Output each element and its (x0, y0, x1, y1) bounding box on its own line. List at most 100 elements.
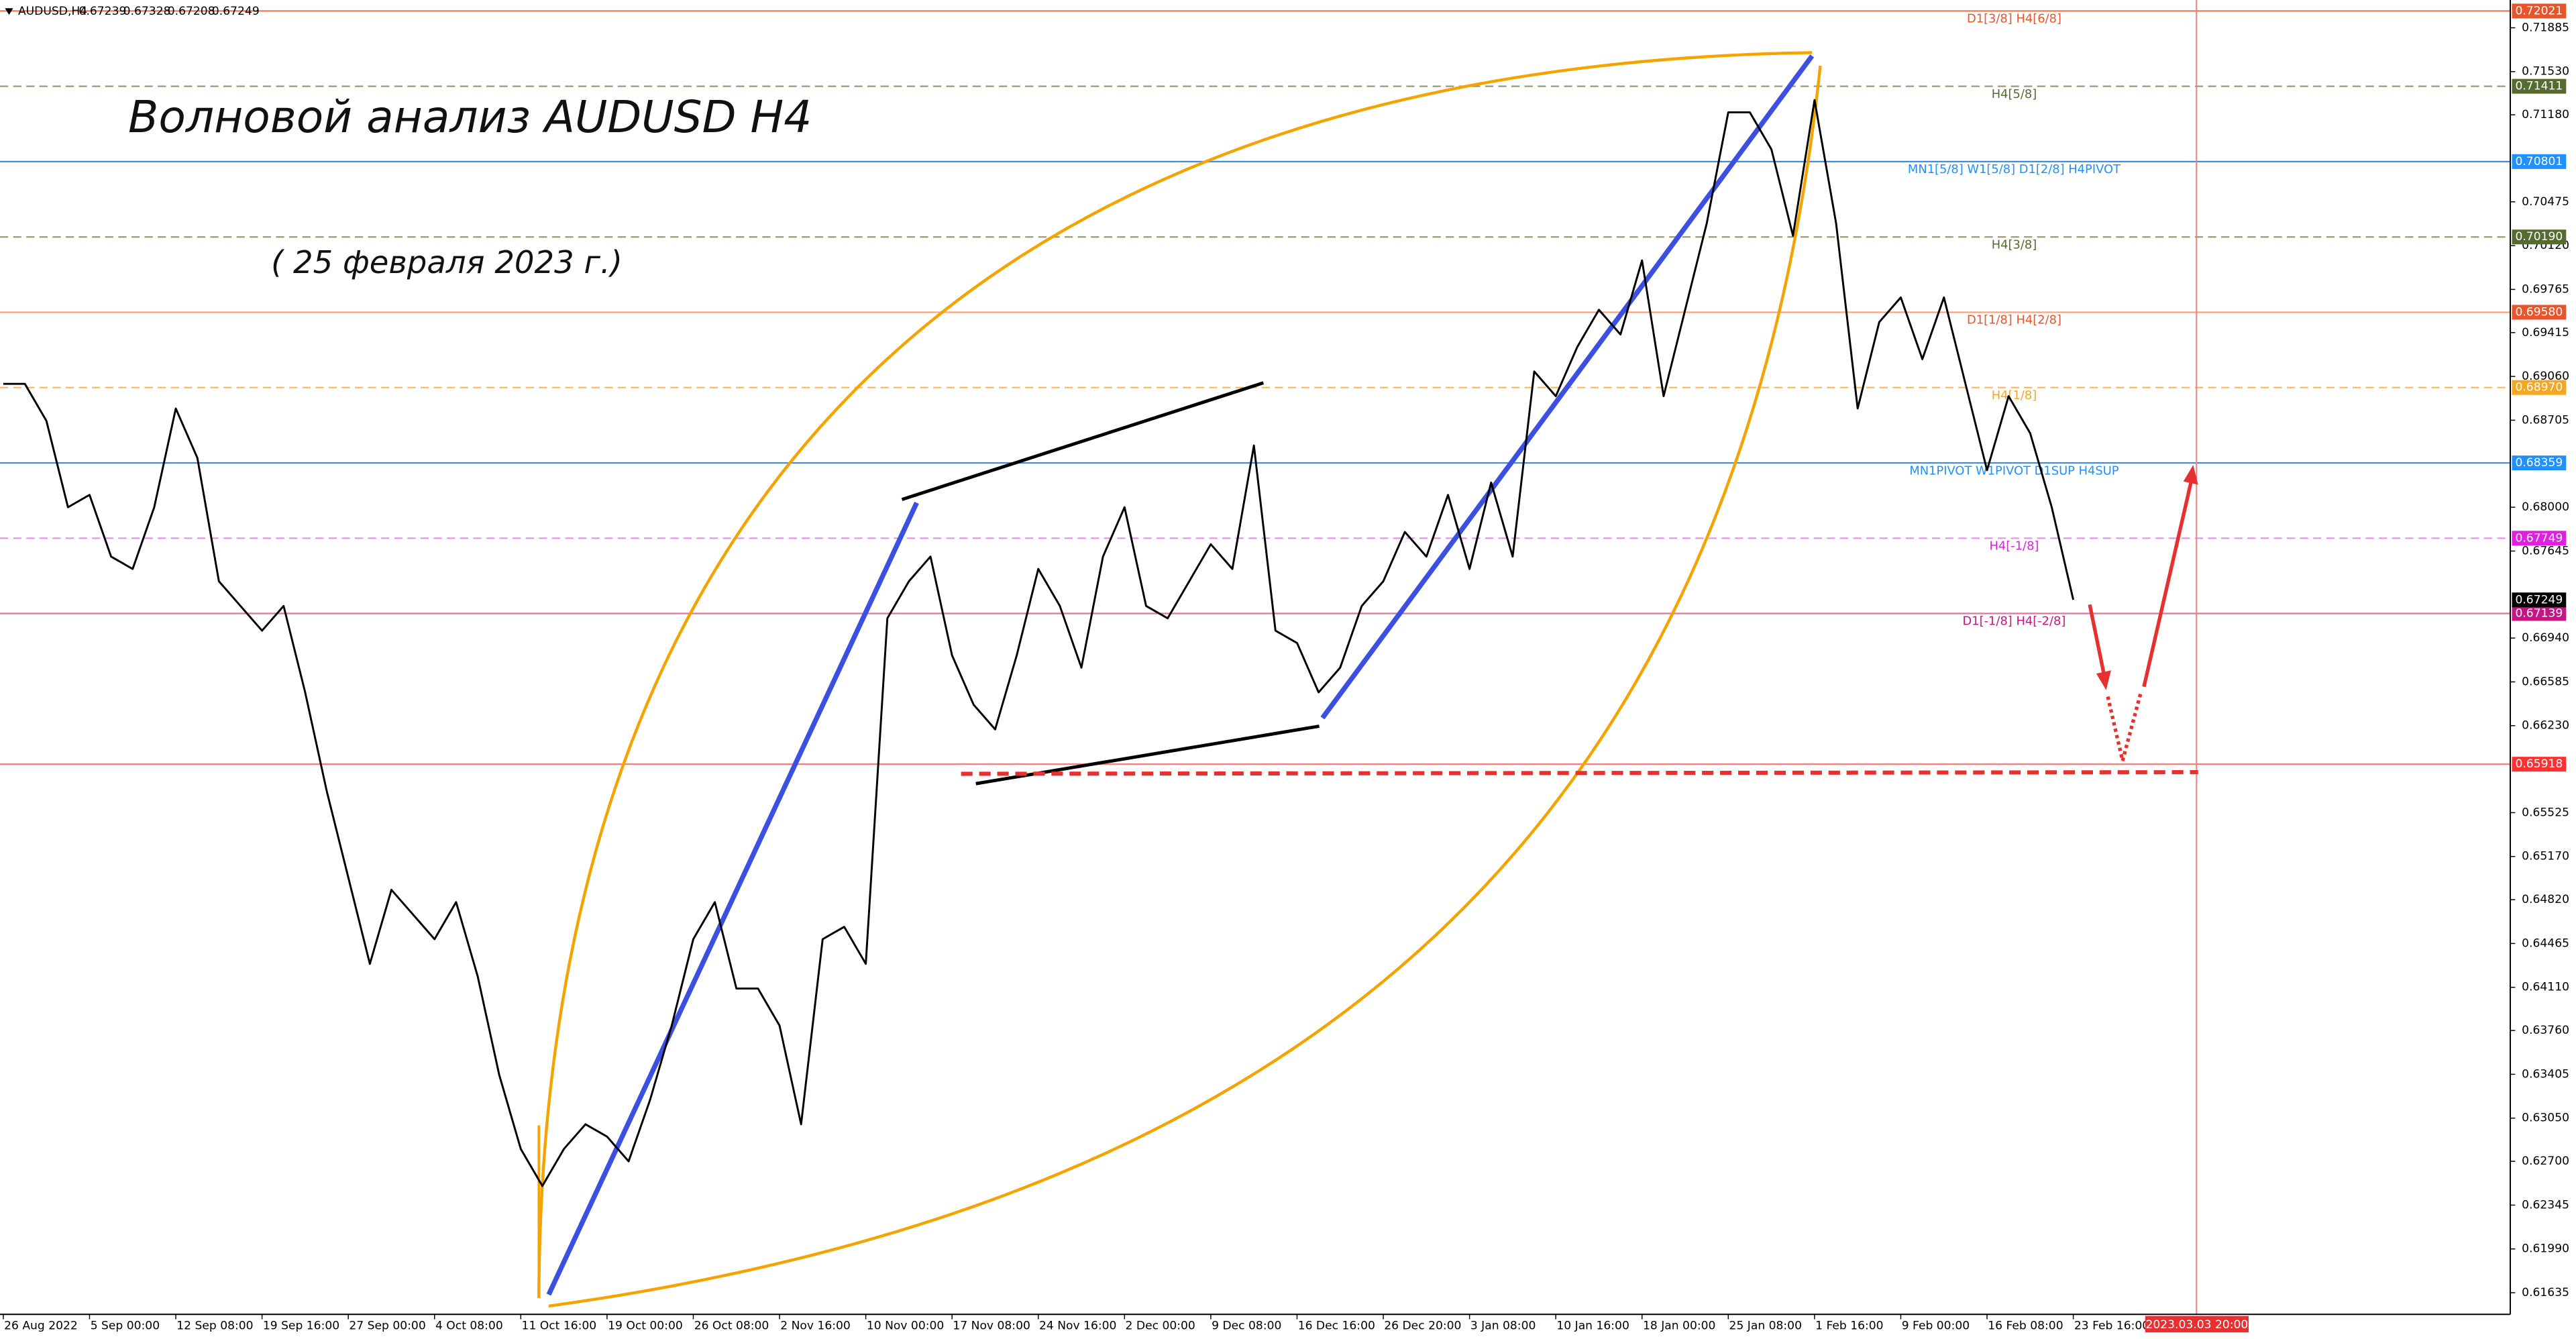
level-label: D1[1/8] H4[2/8] (1967, 313, 2061, 327)
level-label: D1[-1/8] H4[-2/8] (1963, 614, 2066, 629)
price-badge (2512, 305, 2567, 320)
arrow-head (2096, 670, 2111, 690)
level-label: H4[-1/8] (1989, 539, 2039, 553)
y-tick-label: 0.64465 (2522, 936, 2569, 950)
y-tick-label: 0.71530 (2522, 65, 2569, 78)
y-tick-label: 0.66940 (2522, 631, 2569, 645)
x-tick-label: 23 Feb 16:00 (2074, 1319, 2149, 1332)
x-tick-label: 17 Nov 08:00 (953, 1319, 1030, 1332)
price-badge (2512, 78, 2567, 94)
y-tick-label: 0.71885 (2522, 21, 2569, 34)
price-badge-label: 0.72021 (2515, 4, 2563, 17)
y-tick-label: 0.69415 (2522, 326, 2569, 339)
price-badge (2512, 531, 2567, 546)
level-label: MN1PIVOT W1PIVOT D1SUP H4SUP (1909, 464, 2118, 478)
x-tick-label: 9 Feb 00:00 (1902, 1319, 1970, 1332)
trend-line (975, 725, 1320, 786)
price-badge-label: 0.71411 (2515, 80, 2563, 93)
x-tick-label: 16 Dec 16:00 (1298, 1319, 1375, 1332)
y-tick-label: 0.71180 (2522, 108, 2569, 121)
x-tick-label: 1 Feb 16:00 (1815, 1319, 1883, 1332)
price-badge-label: 0.67749 (2515, 531, 2563, 545)
time-marker-badge (2145, 1316, 2249, 1333)
axes: 0.718850.715300.711800.704750.701200.697… (3, 3, 2569, 1332)
arrow-head (2183, 465, 2198, 485)
x-tick-label: 2 Nov 16:00 (780, 1319, 851, 1332)
y-tick-label: 0.67645 (2522, 544, 2569, 557)
target-line (961, 770, 2198, 776)
x-tick-label: 16 Feb 08:00 (1988, 1319, 2063, 1332)
trend-line (901, 381, 1265, 501)
current-price-label: 0.67249 (2515, 593, 2563, 606)
price-badge (2512, 380, 2567, 395)
price-axis-bg (2510, 0, 2576, 1339)
level-label: H4[3/8] (1992, 237, 2037, 252)
header-icon (5, 8, 13, 15)
y-tick-label: 0.61635 (2522, 1286, 2569, 1299)
y-tick-label: 0.68000 (2522, 500, 2569, 514)
orange-arc (537, 51, 1813, 1298)
price-badge-label: 0.70190 (2515, 230, 2563, 244)
price-badge (2512, 606, 2567, 621)
level-label: H4[1/8] (1992, 388, 2037, 403)
price-badge (2512, 154, 2567, 169)
ohlc-value: 0.67328 (123, 5, 171, 18)
y-tick-label: 0.69060 (2522, 370, 2569, 383)
price-badge (2512, 229, 2567, 245)
chart-subtitle: ( 25 февраля 2023 г.) (271, 244, 623, 280)
plot (3, 99, 2075, 1187)
y-tick-label: 0.68705 (2522, 413, 2569, 427)
y-tick-label: 0.61990 (2522, 1242, 2569, 1256)
price-badge (2512, 456, 2567, 471)
x-tick-label: 26 Dec 20:00 (1384, 1319, 1461, 1332)
x-tick-label: 2 Dec 00:00 (1126, 1319, 1195, 1332)
time-marker-label: 2023.03.03 20:00 (2145, 1318, 2248, 1332)
ohlc-value: 0.67249 (212, 5, 260, 18)
forecast-arrow (2142, 479, 2194, 688)
wave-line (546, 501, 919, 1296)
symbol: AUDUSD,H4 (18, 5, 87, 18)
x-tick-label: 18 Jan 00:00 (1643, 1319, 1715, 1332)
x-tick-label: 19 Oct 00:00 (608, 1319, 683, 1332)
x-tick-label: 25 Jan 08:00 (1729, 1319, 1802, 1332)
x-tick-label: 24 Nov 16:00 (1039, 1319, 1116, 1332)
y-tick-label: 0.62345 (2522, 1198, 2569, 1212)
y-tick-label: 0.65170 (2522, 850, 2569, 863)
price-badge-label: 0.67139 (2515, 607, 2563, 621)
price-badge-label: 0.68359 (2515, 456, 2563, 470)
level-label: H4[5/8] (1992, 87, 2037, 101)
wave-line (1320, 54, 1815, 720)
levels: D1[3/8] H4[6/8] H4[5/8] MN1[5/8] W1[5/8] D… (0, 10, 2511, 765)
price-badge (2512, 3, 2567, 19)
x-tick-label: 11 Oct 16:00 (522, 1319, 597, 1332)
y-tick-label: 0.63405 (2522, 1067, 2569, 1081)
x-tick-label: 19 Sep 16:00 (263, 1319, 339, 1332)
y-tick-label: 0.69765 (2522, 282, 2569, 296)
price-badge-label: 0.69580 (2515, 305, 2563, 319)
ohlc-value: 0.67208 (168, 5, 215, 18)
y-tick-label: 0.63760 (2522, 1024, 2569, 1037)
price-badge (2512, 757, 2567, 772)
orange-arc (548, 65, 1822, 1308)
y-tick-label: 0.65525 (2522, 806, 2569, 819)
y-tick-label: 0.66230 (2522, 719, 2569, 733)
chart-title: Волновой анализ AUDUSD H4 (128, 91, 812, 143)
x-tick-label: 5 Sep 00:00 (91, 1319, 160, 1332)
current-price-badge (2512, 592, 2567, 608)
y-tick-label: 0.64110 (2522, 981, 2569, 994)
price-line (3, 99, 2075, 1187)
level-label: MN1[5/8] W1[5/8] D1[2/8] H4PIVOT (1908, 162, 2121, 176)
price-badge-label: 0.65918 (2515, 757, 2563, 771)
y-tick-label: 0.64820 (2522, 893, 2569, 906)
x-tick-label: 4 Oct 08:00 (435, 1319, 503, 1332)
price-badge-label: 0.70801 (2515, 155, 2563, 168)
x-tick-label: 10 Nov 00:00 (867, 1319, 944, 1332)
x-tick-label: 12 Sep 08:00 (176, 1319, 253, 1332)
ohlc-value: 0.67239 (79, 5, 127, 18)
x-tick-label: 27 Sep 00:00 (349, 1319, 425, 1332)
forecast-arrow (2088, 604, 2106, 678)
x-tick-label: 26 Aug 2022 (4, 1319, 78, 1332)
forecast-arrow (2106, 692, 2143, 761)
